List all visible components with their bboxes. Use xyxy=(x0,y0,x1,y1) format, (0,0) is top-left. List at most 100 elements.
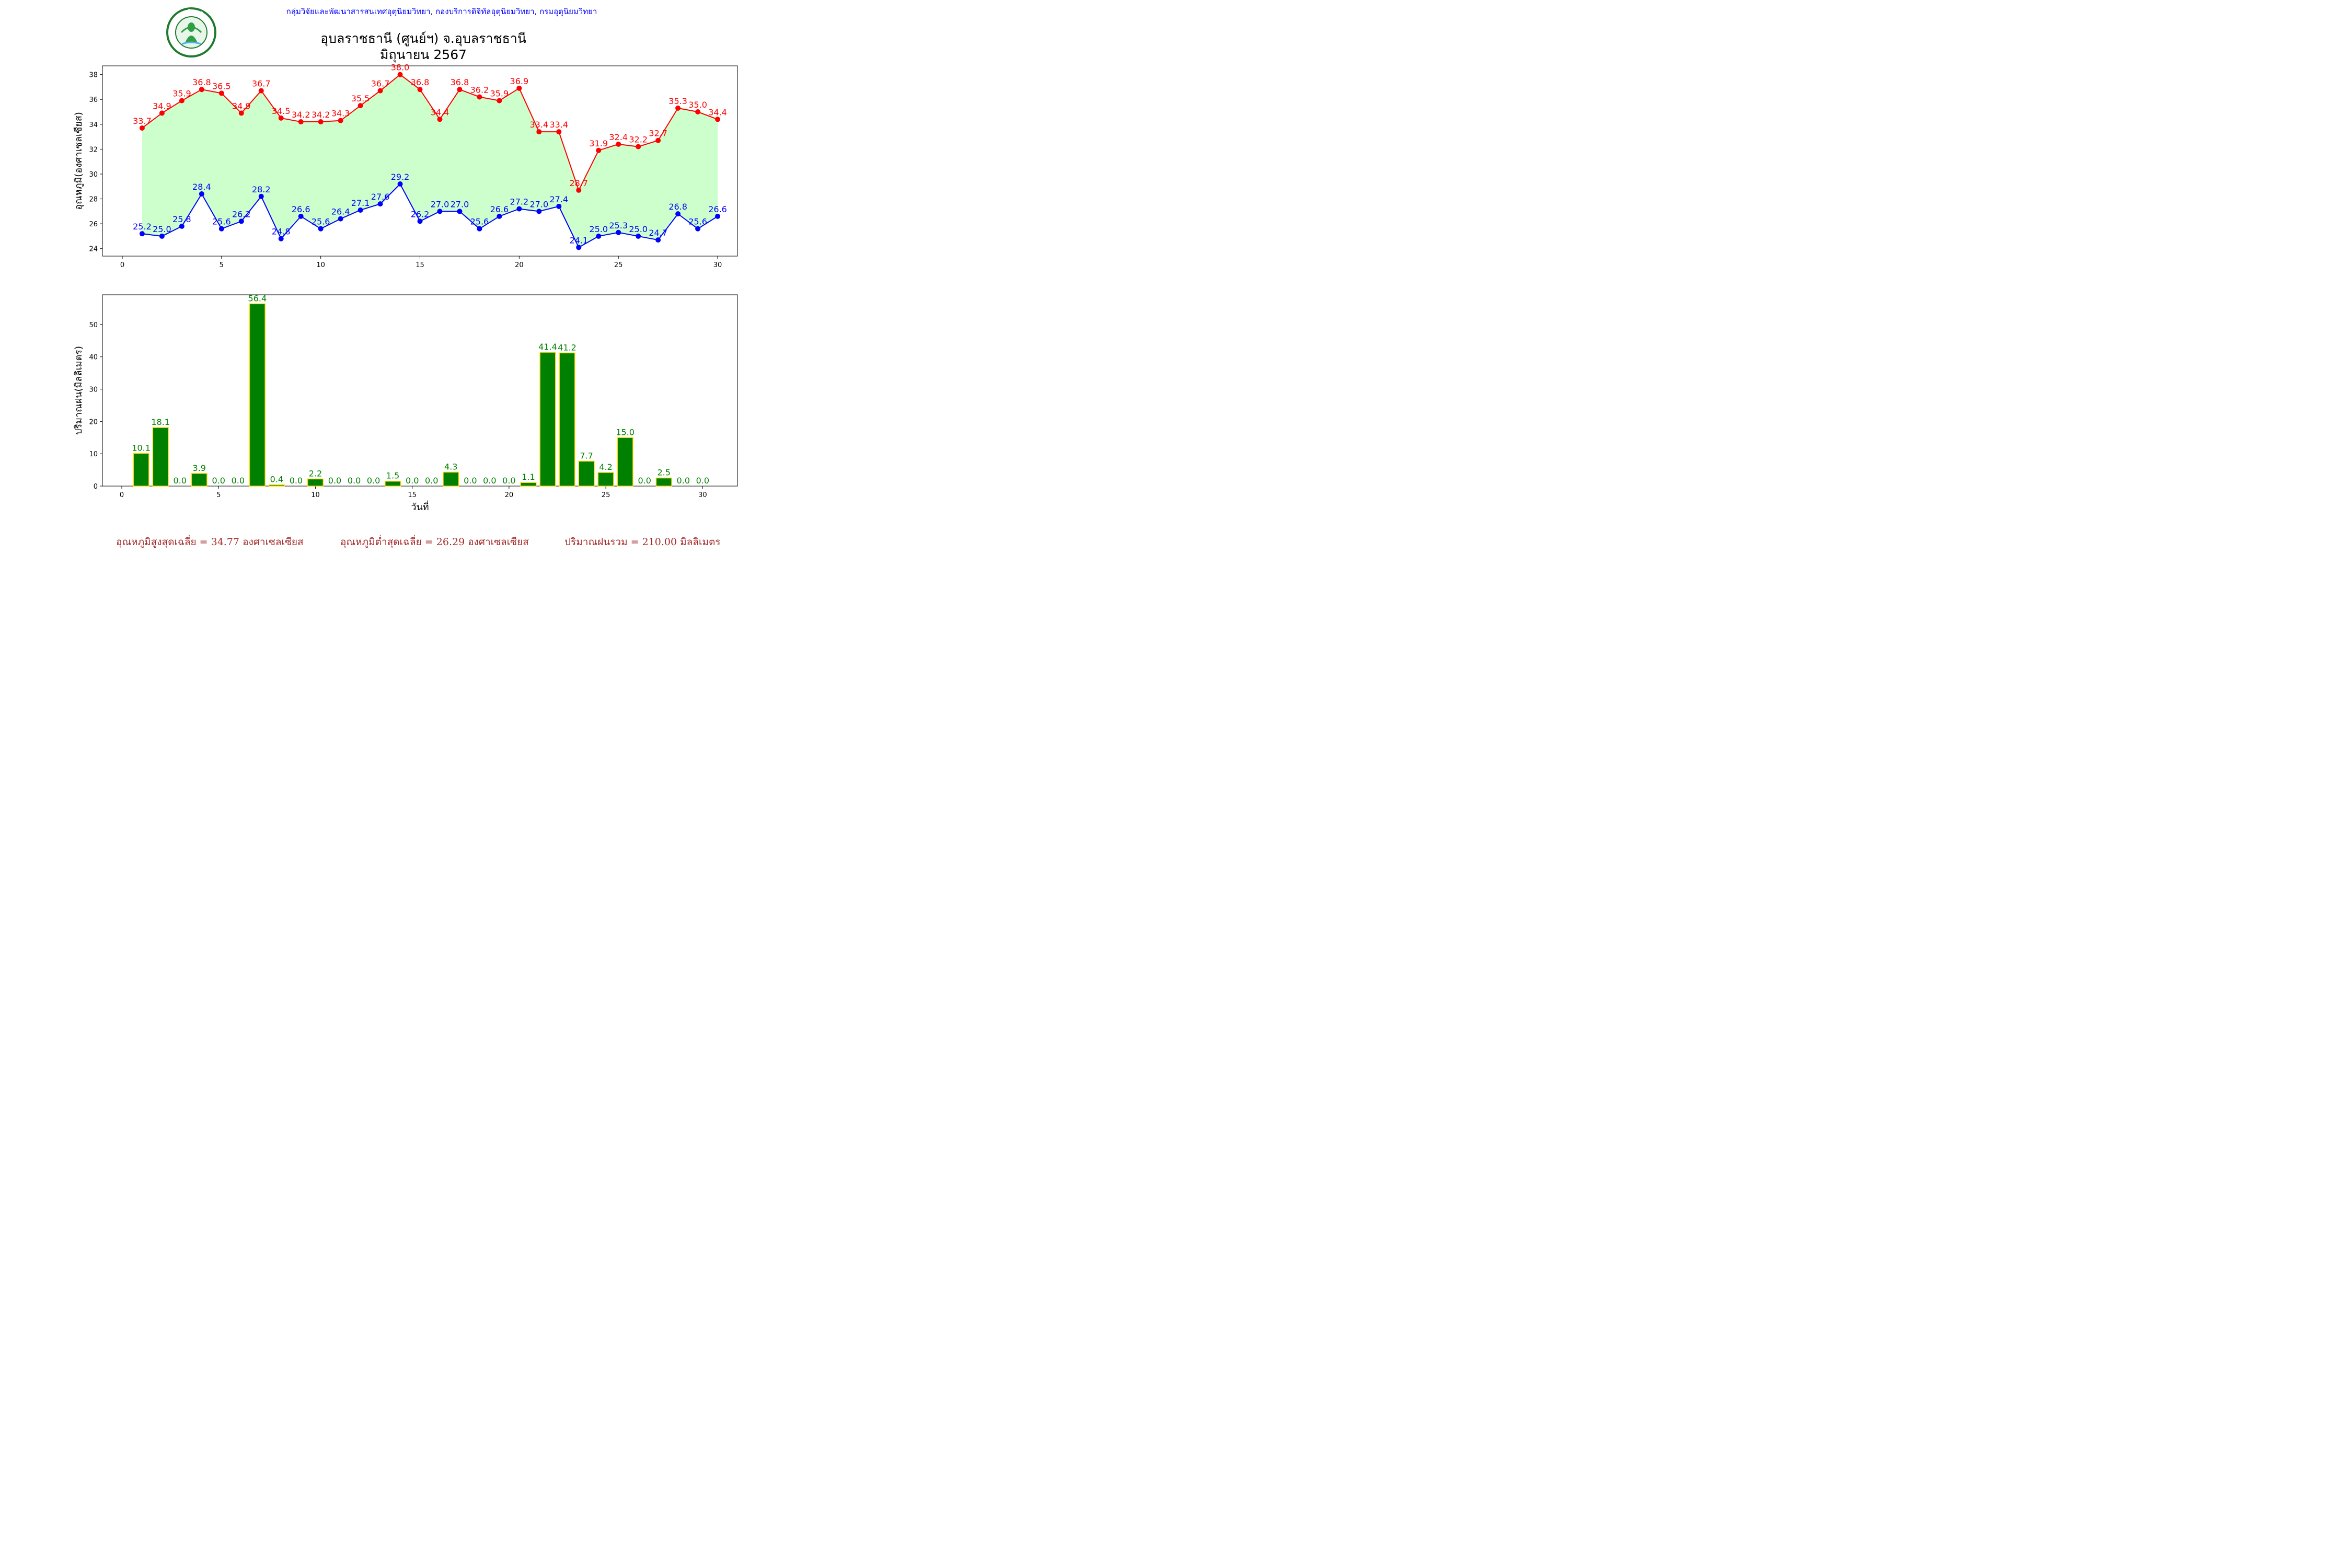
rain-data-label: 0.0 xyxy=(677,476,690,486)
max-temp-data-label: 35.3 xyxy=(668,96,687,106)
max-temp-data-label: 32.4 xyxy=(609,132,628,142)
x-tick-label: 20 xyxy=(515,261,524,269)
min-temp-data-label: 27.0 xyxy=(451,199,469,209)
rain-data-label: 0.0 xyxy=(348,476,361,486)
rain-data-label: 1.5 xyxy=(386,471,399,481)
max-temp-data-label: 36.9 xyxy=(510,76,529,86)
min-temp-data-label: 26.8 xyxy=(668,202,687,212)
rain-data-label: 0.0 xyxy=(696,476,709,486)
min-temp-point xyxy=(457,209,463,214)
rain-bar xyxy=(152,427,169,487)
max-temp-point xyxy=(536,129,542,135)
min-temp-point xyxy=(616,229,621,235)
max-temp-data-label: 34.9 xyxy=(153,101,171,111)
y-tick-label: 38 xyxy=(89,72,98,79)
rain-data-label: 18.1 xyxy=(151,417,170,427)
min-temp-data-label: 26.6 xyxy=(490,204,509,214)
temperature-range-fill xyxy=(142,74,718,248)
rain-data-label: 0.0 xyxy=(173,476,186,486)
y-tick-label: 28 xyxy=(89,196,98,204)
temperature-chart: 0 5 10 15 20 25 30 24 26 28 30 32 34 36 38 อุณหภูมิ(องศ… xyxy=(73,63,738,269)
min-temp-data-label: 29.2 xyxy=(391,172,410,182)
min-temp-data-label: 27.0 xyxy=(431,199,449,209)
max-temp-data-label: 36.2 xyxy=(470,85,489,95)
rain-bar xyxy=(559,352,575,487)
chart-title: อุบลราชธานี (ศูนย์ฯ) จ.อุบลราชธานี มิถุน… xyxy=(0,30,815,63)
x-tick-label: 30 xyxy=(713,261,722,269)
min-temp-data-label: 27.4 xyxy=(549,194,568,204)
max-temp-point xyxy=(497,98,502,103)
x-tick-label: 15 xyxy=(408,491,417,499)
max-temp-data-label: 35.9 xyxy=(490,89,509,99)
min-temp-point xyxy=(556,203,562,209)
rain-data-label: 0.0 xyxy=(212,476,225,486)
min-temp-data-label: 25.6 xyxy=(312,217,330,227)
min-temp-point xyxy=(636,233,641,239)
max-temp-data-label: 32.2 xyxy=(629,135,648,145)
rain-data-label: 1.1 xyxy=(522,472,535,482)
min-temp-data-label: 25.0 xyxy=(589,224,608,234)
rain-data-label: 0.0 xyxy=(638,476,651,486)
max-temp-point xyxy=(258,88,264,94)
y-tick-label: 32 xyxy=(89,146,98,154)
max-temp-point xyxy=(596,147,602,153)
min-temp-data-label: 25.6 xyxy=(688,217,707,227)
rain-bar xyxy=(249,303,266,487)
min-temp-data-label: 27.2 xyxy=(510,197,529,207)
y-axis-label: อุณหภูมิ(องศาเซลเซียส) xyxy=(73,112,84,210)
y-tick-label: 26 xyxy=(89,221,98,228)
y-tick-label: 10 xyxy=(89,451,98,458)
y-tick-label: 30 xyxy=(89,171,98,179)
max-temp-point xyxy=(417,87,423,93)
min-temp-point xyxy=(655,237,661,243)
max-temp-point xyxy=(218,90,224,96)
x-tick-label: 30 xyxy=(698,491,707,499)
rain-data-label: 0.0 xyxy=(367,476,380,486)
min-temp-data-label: 27.1 xyxy=(351,198,370,208)
max-temp-point xyxy=(675,105,681,111)
max-temp-data-label: 36.8 xyxy=(411,77,430,87)
department-note: กลุ่มวิจัยและพัฒนาสารสนเทศอุตุนิยมวิทยา,… xyxy=(286,7,597,16)
max-temp-data-label: 36.5 xyxy=(212,81,231,91)
y-axis-label: ปริมาณฝน(มิลลิเมตร) xyxy=(73,346,84,435)
min-temp-data-label: 28.2 xyxy=(252,185,271,194)
min-temp-point xyxy=(298,213,304,219)
max-temp-data-label: 35.5 xyxy=(351,94,370,103)
min-temp-data-label: 26.2 xyxy=(411,209,430,219)
min-temp-point xyxy=(437,209,443,214)
max-temp-data-label: 36.8 xyxy=(451,77,469,87)
max-temp-data-label: 35.0 xyxy=(688,100,707,110)
rain-data-label: 56.4 xyxy=(248,293,267,303)
min-temp-point xyxy=(218,226,224,232)
max-temp-point xyxy=(477,94,482,100)
min-temp-line xyxy=(142,183,718,248)
y-tick-label: 30 xyxy=(89,386,98,394)
rainfall-chart: 0 5 10 15 20 25 30 0 10 20 30 40 50 ปริมาณฝน(มิลลิเมต… xyxy=(73,293,738,513)
y-tick-label: 50 xyxy=(89,321,98,329)
station-title: อุบลราชธานี (ศูนย์ฯ) จ.อุบลราชธานี xyxy=(320,31,526,46)
rain-data-label: 0.0 xyxy=(406,476,419,486)
min-temp-data-label: 25.2 xyxy=(133,222,152,232)
x-tick-label: 5 xyxy=(220,261,224,269)
rain-bar xyxy=(268,484,285,487)
min-temp-point xyxy=(258,193,264,199)
min-temp-point xyxy=(377,201,383,207)
y-tick-label: 0 xyxy=(94,483,98,491)
min-temp-point xyxy=(179,223,185,229)
max-temp-data-label: 36.7 xyxy=(371,79,390,89)
rain-data-label: 2.5 xyxy=(658,468,671,478)
max-temp-data-label: 34.9 xyxy=(232,101,251,111)
rain-data-label: 4.3 xyxy=(444,462,457,471)
min-temp-data-label: 25.3 xyxy=(609,221,628,230)
rain-data-label: 3.9 xyxy=(192,463,205,473)
min-temp-data-label: 24.7 xyxy=(649,228,667,238)
max-temp-data-label: 28.7 xyxy=(569,178,588,188)
meteorological-department-logo: กรมอุตุนิยมวิทยา METEOROLOGICAL DEPARTME… xyxy=(166,7,216,57)
y-tick-label: 36 xyxy=(89,96,98,104)
min-temp-data-label: 25.8 xyxy=(172,214,191,224)
rain-data-label: 0.0 xyxy=(483,476,496,486)
max-temp-point xyxy=(318,119,324,125)
min-temp-data-label: 26.2 xyxy=(232,209,251,219)
min-temp-data-label: 25.6 xyxy=(212,217,231,227)
y-tick-label: 40 xyxy=(89,354,98,362)
